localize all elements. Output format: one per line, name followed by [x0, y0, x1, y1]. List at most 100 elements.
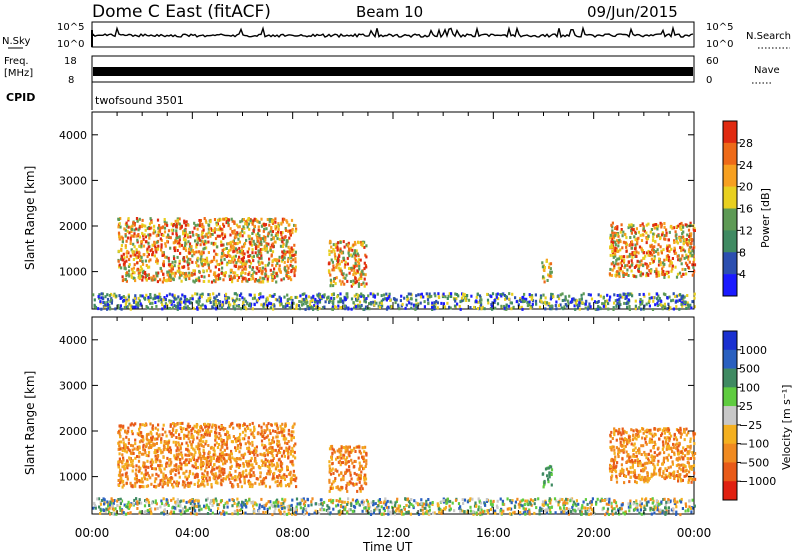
echo-cell	[184, 277, 188, 281]
echo-cell	[387, 296, 390, 300]
echo-cell	[505, 306, 508, 309]
echo-cell	[159, 278, 162, 282]
echo-cell	[253, 217, 256, 221]
echo-cell	[176, 241, 179, 245]
echo-cell	[141, 271, 145, 275]
echo-cell	[349, 450, 352, 454]
echo-cell	[630, 269, 633, 273]
echo-cell	[659, 245, 662, 249]
echo-cell	[313, 304, 316, 308]
echo-cell	[214, 237, 218, 241]
echo-cell	[662, 261, 665, 265]
echo-cell	[290, 477, 293, 481]
echo-cell	[358, 300, 362, 304]
echo-cell	[641, 302, 644, 306]
echo-cell	[637, 264, 640, 268]
echo-cell	[153, 480, 157, 484]
echo-cell	[203, 484, 206, 488]
echo-cell	[202, 263, 205, 267]
echo-cell	[184, 483, 187, 487]
echo-cell	[343, 282, 346, 286]
echo-cell	[244, 277, 247, 281]
echo-cell	[175, 225, 178, 229]
echo-cell	[151, 473, 154, 477]
echo-cell	[211, 425, 214, 429]
echo-cell	[665, 456, 668, 460]
echo-cell	[653, 257, 656, 261]
echo-cell	[217, 218, 220, 222]
echo-cell	[625, 460, 629, 464]
echo-cell	[177, 221, 180, 225]
echo-cell	[219, 434, 222, 438]
echo-cell	[150, 218, 153, 222]
echo-cell	[274, 448, 277, 452]
echo-cell	[202, 269, 205, 273]
echo-cell	[241, 271, 244, 274]
echo-cell	[640, 469, 643, 473]
echo-cell	[132, 221, 135, 225]
echo-cell	[675, 442, 678, 446]
echo-cell	[156, 274, 159, 278]
echo-cell	[231, 280, 234, 284]
echo-cell	[353, 269, 356, 272]
echo-cell	[264, 248, 267, 252]
echo-cell	[638, 293, 641, 296]
echo-cell	[588, 302, 591, 306]
echo-cell	[220, 426, 223, 430]
echo-cell	[345, 445, 348, 449]
echo-cell	[238, 426, 241, 430]
echo-cell	[359, 451, 363, 455]
echo-cell	[294, 253, 297, 257]
echo-cell	[250, 237, 254, 241]
echo-cell	[161, 251, 164, 255]
echo-cell	[674, 251, 678, 255]
echo-cell	[183, 221, 186, 225]
echo-cell	[257, 465, 260, 468]
echo-cell	[272, 294, 275, 298]
echo-cell	[677, 479, 680, 483]
echo-cell	[99, 300, 102, 304]
echo-cell	[190, 445, 193, 449]
echo-cell	[149, 446, 153, 449]
echo-cell	[373, 303, 376, 307]
echo-cell	[208, 223, 211, 227]
echo-cell	[667, 238, 670, 242]
echo-cell	[244, 299, 247, 303]
echo-cell	[479, 303, 483, 307]
echo-cell	[310, 305, 313, 309]
echo-cell	[154, 467, 157, 471]
echo-cell	[678, 307, 681, 311]
echo-cell	[348, 465, 351, 469]
echo-cell	[177, 441, 180, 445]
echo-cell	[616, 294, 619, 297]
echo-cell	[184, 434, 187, 438]
echo-cell	[158, 292, 161, 296]
echo-cell	[538, 305, 542, 309]
echo-cell	[616, 225, 619, 229]
echo-cell	[629, 466, 632, 470]
echo-cell	[431, 305, 434, 309]
echo-cell	[619, 293, 622, 297]
echo-cell	[181, 421, 184, 425]
echo-cell	[140, 244, 143, 248]
echo-cell	[521, 300, 524, 304]
echo-cell	[542, 472, 545, 476]
echo-cell	[145, 442, 148, 446]
echo-cell	[271, 441, 274, 445]
echo-cell	[184, 463, 187, 467]
echo-cell	[258, 262, 261, 266]
echo-cell	[282, 451, 285, 455]
echo-cell	[470, 294, 473, 298]
echo-cell	[256, 279, 259, 283]
echo-cell	[672, 298, 675, 302]
echo-cell	[171, 422, 175, 425]
echo-cell	[175, 436, 178, 439]
echo-cell	[150, 226, 153, 230]
echo-cell	[288, 248, 291, 251]
echo-cell	[212, 457, 215, 460]
echo-cell	[210, 455, 213, 459]
echo-cell	[330, 250, 333, 254]
echo-cell	[564, 303, 567, 306]
echo-cell	[363, 277, 366, 281]
echo-cell	[348, 248, 351, 252]
